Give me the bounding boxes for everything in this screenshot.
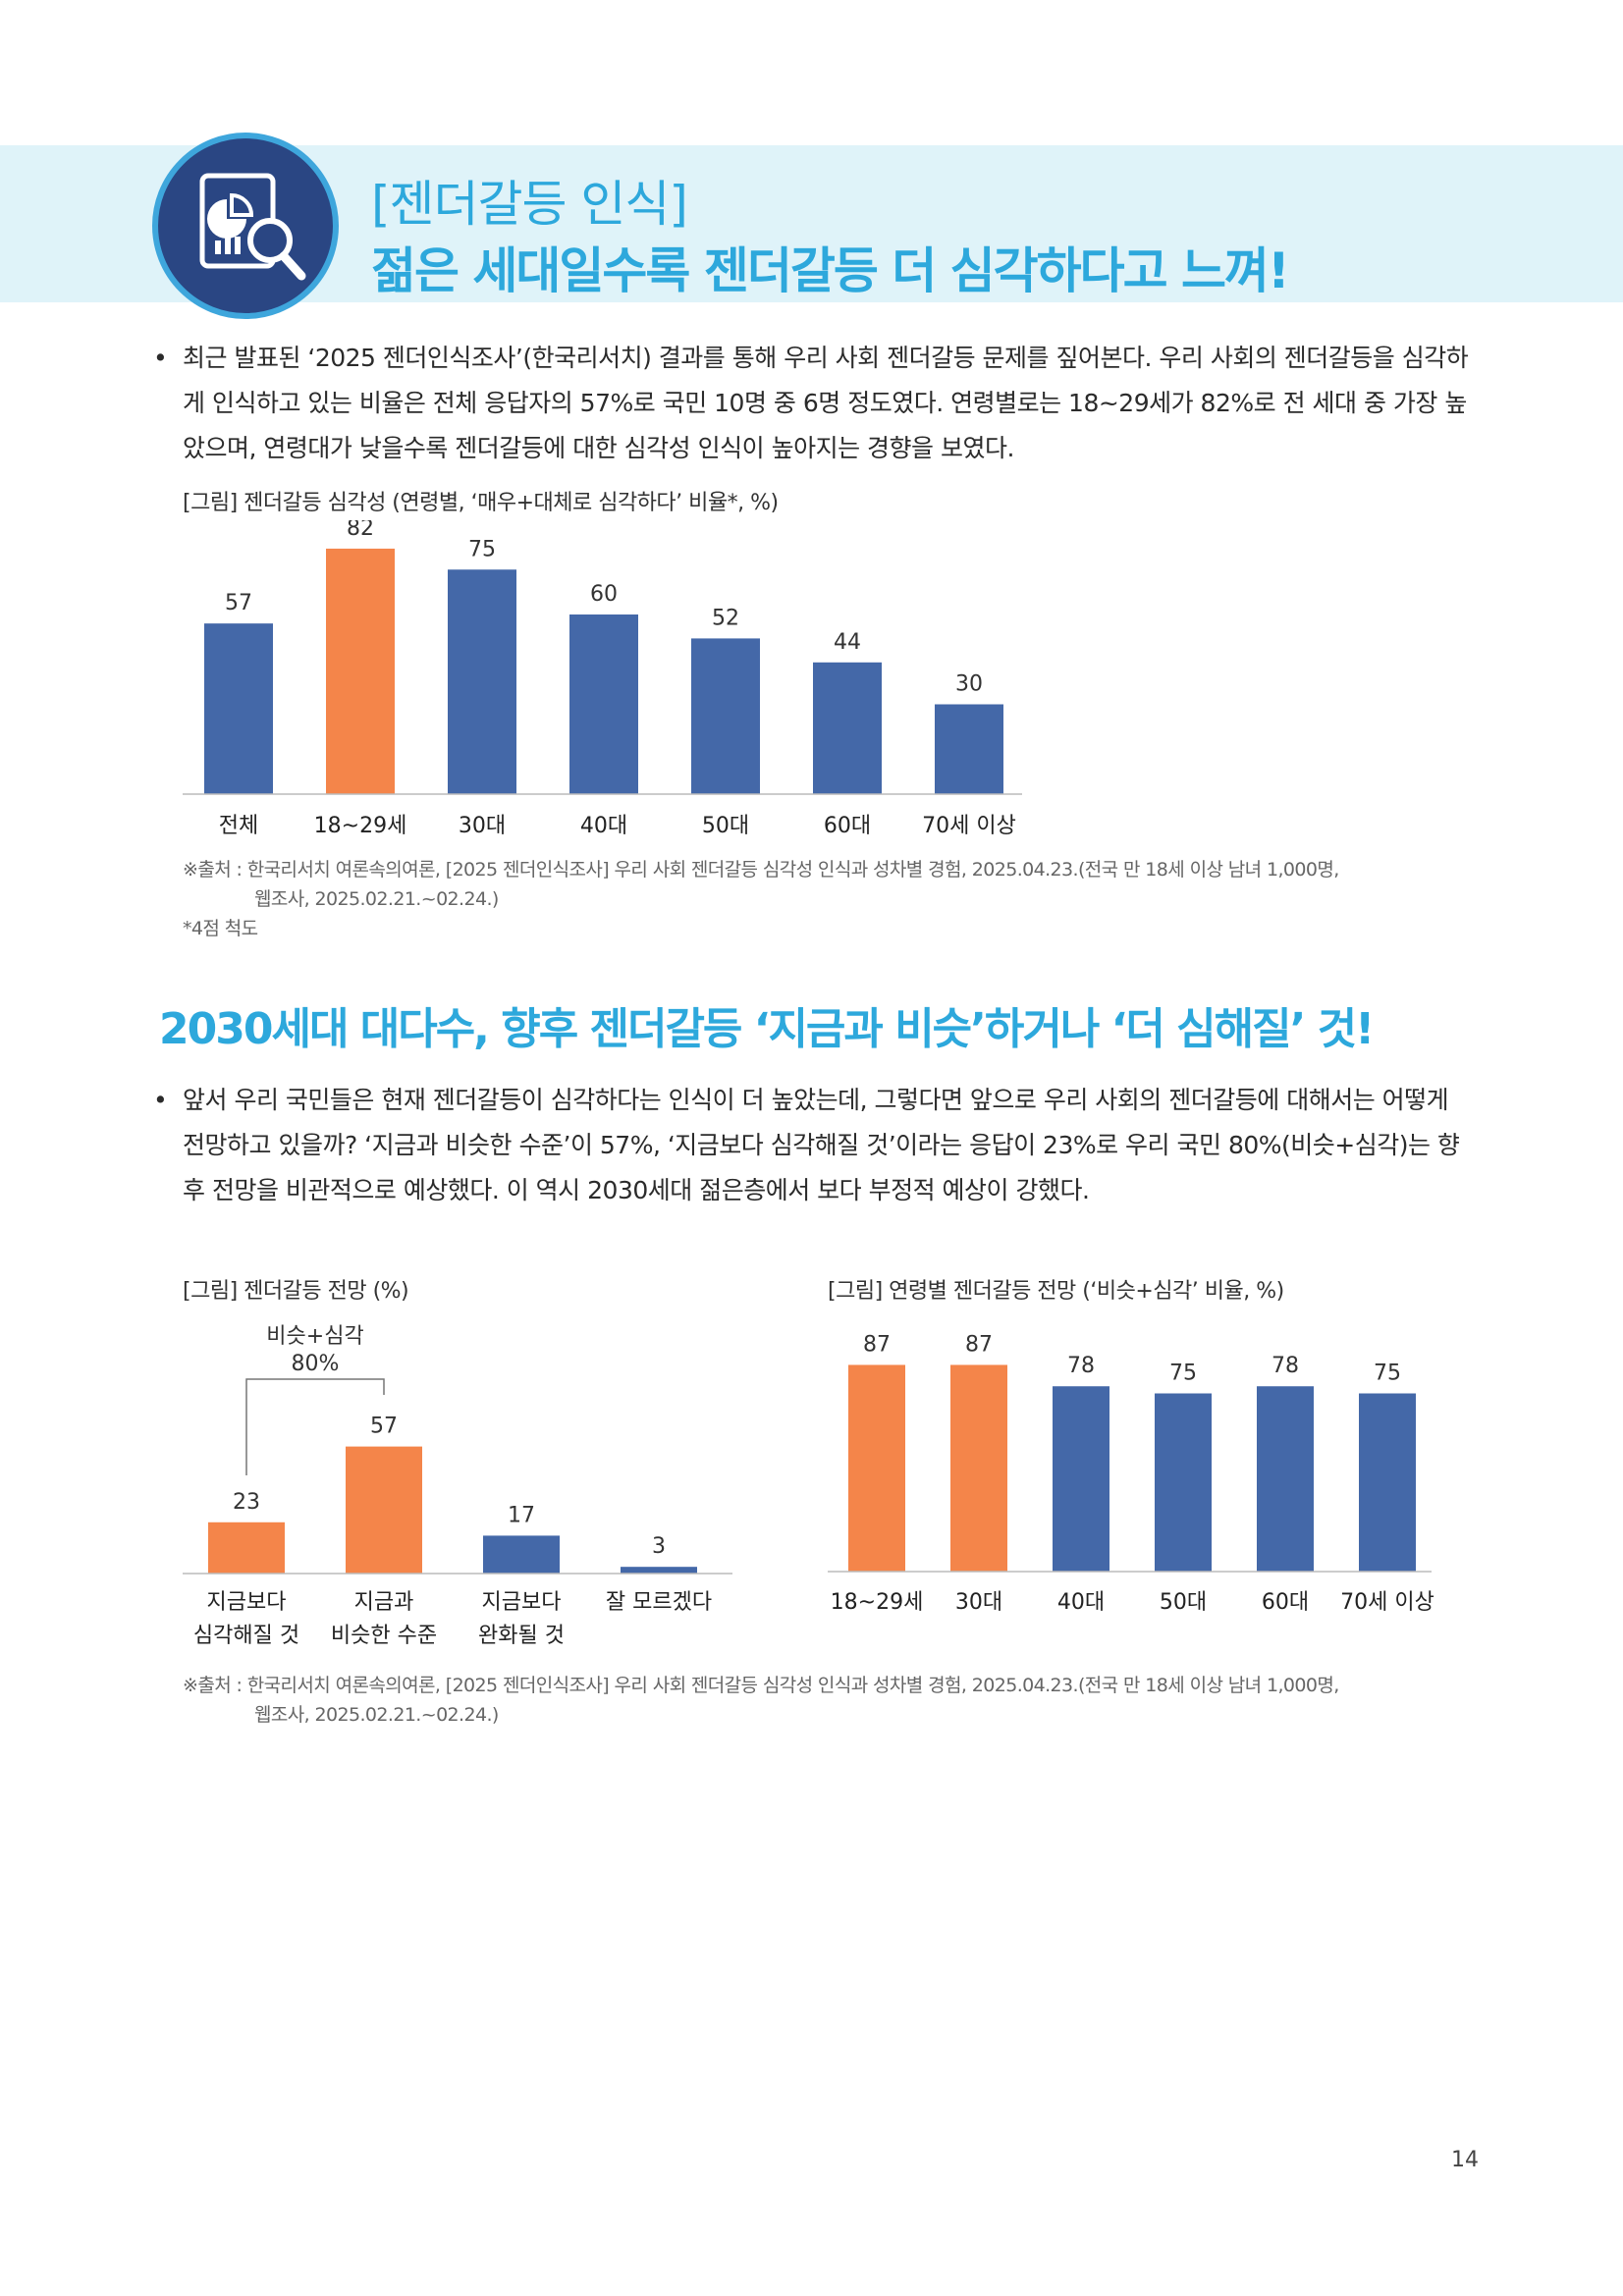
data-label: 87 [863,1332,891,1357]
bar [935,704,1003,794]
data-label: 57 [370,1415,398,1439]
category-label: 40대 [1057,1590,1105,1615]
bracket-line [245,1378,385,1475]
category-label: 60대 [824,814,871,838]
category-label: 18~29세 [831,1590,924,1615]
category-label: 70세 이상 [1340,1590,1434,1615]
category-label: 잘 모르겠다 [606,1590,712,1615]
bar [813,662,882,794]
data-label: 75 [1374,1362,1401,1386]
data-label: 60 [590,582,618,607]
data-label: 23 [233,1490,260,1515]
source-1: ※출처 : 한국리서치 여론속의여론, [2025 젠더인식조사] 우리 사회 … [183,855,1479,943]
source-2-line1: ※출처 : 한국리서치 여론속의여론, [2025 젠더인식조사] 우리 사회 … [183,1675,1339,1696]
bullet-dot: • [153,344,168,372]
figure-caption-1: [그림] 젠더갈등 심각성 (연령별, ‘매우+대체로 심각하다’ 비율*, %… [183,491,779,515]
section-2-title: 2030세대 대다수, 향후 젠더갈등 ‘지금과 비슷’하거나 ‘더 심해질’ … [159,1004,1375,1054]
category-label: 전체 [219,814,258,838]
figure-caption-3: [그림] 연령별 젠더갈등 전망 (‘비슷+심각’ 비율, %) [828,1279,1284,1304]
bar [1359,1393,1416,1572]
bar [346,1446,422,1574]
bar [950,1364,1007,1572]
bar [326,548,395,794]
data-label: 75 [468,537,496,561]
bar [569,614,638,794]
section-headline: 젊은 세대일수록 젠더갈등 더 심각하다고 느껴! [371,242,1290,299]
category-label: 지금과 [354,1590,414,1615]
bar [483,1535,560,1574]
chart-severity-by-age: 57 전체 82 18~29세 75 30대 60 40대 52 50대 44 60대 30 70세 이상 [183,520,1022,838]
category-label: 18~29세 [314,814,407,838]
category-label: 40대 [580,814,627,838]
category-label: 50대 [1160,1590,1207,1615]
bar [848,1364,905,1572]
data-label: 30 [955,672,983,697]
data-label: 87 [965,1332,993,1357]
category-label: 30대 [459,814,506,838]
category-label: 지금보다 [207,1590,287,1615]
page-number: 14 [1451,2148,1479,2172]
data-label: 3 [652,1534,666,1559]
data-label: 17 [508,1503,535,1527]
category-label: 완화될 것 [478,1624,565,1648]
figure-caption-2: [그림] 젠더갈등 전망 (%) [183,1279,409,1304]
category-label: 30대 [955,1590,1002,1615]
source-2-line2: 웹조사, 2025.02.21.~02.24.) [254,1704,499,1726]
category-label: 70세 이상 [922,814,1016,838]
paragraph-1-text: 최근 발표된 ‘2025 젠더인식조사’(한국리서치) 결과를 통해 우리 사회… [183,344,1469,462]
source-1-line2: 웹조사, 2025.02.21.~02.24.) [254,888,499,910]
paragraph-2-text: 앞서 우리 국민들은 현재 젠더갈등이 심각하다는 인식이 더 높았는데, 그렇… [183,1086,1460,1204]
category-label: 지금보다 [482,1590,562,1615]
bracket-value: 80% [292,1352,340,1376]
bullet-dot: • [153,1086,168,1114]
bar [448,569,516,794]
bracket-label: 비슷+심각 [266,1324,363,1349]
bar [691,638,760,794]
data-label: 78 [1067,1354,1095,1378]
data-label: 75 [1169,1362,1197,1386]
bar [1053,1386,1109,1572]
chart-outlook-by-age: 87 18~29세 87 30대 78 40대 75 50대 78 60대 75 70세 이상 [828,1332,1434,1615]
bar [1257,1386,1314,1572]
paragraph-1: • 최근 발표된 ‘2025 젠더인식조사’(한국리서치) 결과를 통해 우리 … [153,336,1474,471]
data-label: 82 [347,520,374,541]
category-label: 심각해질 것 [193,1624,299,1648]
footnote: *4점 척도 [183,918,258,939]
section-title: [젠더갈등 인식] [371,176,688,233]
paragraph-2: • 앞서 우리 국민들은 현재 젠더갈등이 심각하다는 인식이 더 높았는데, … [153,1078,1474,1213]
bar [1155,1393,1212,1572]
category-label: 50대 [702,814,749,838]
category-label: 비슷한 수준 [331,1624,437,1648]
source-2: ※출처 : 한국리서치 여론속의여론, [2025 젠더인식조사] 우리 사회 … [183,1671,1479,1730]
data-label: 57 [225,591,252,615]
bar [204,623,273,794]
data-label: 52 [712,606,739,630]
report-search-icon [152,133,339,319]
bar [621,1567,697,1574]
bar [208,1522,285,1574]
source-1-line1: ※출처 : 한국리서치 여론속의여론, [2025 젠더인식조사] 우리 사회 … [183,859,1339,881]
category-label: 60대 [1262,1590,1309,1615]
data-label: 44 [834,630,861,655]
data-label: 78 [1271,1354,1299,1378]
